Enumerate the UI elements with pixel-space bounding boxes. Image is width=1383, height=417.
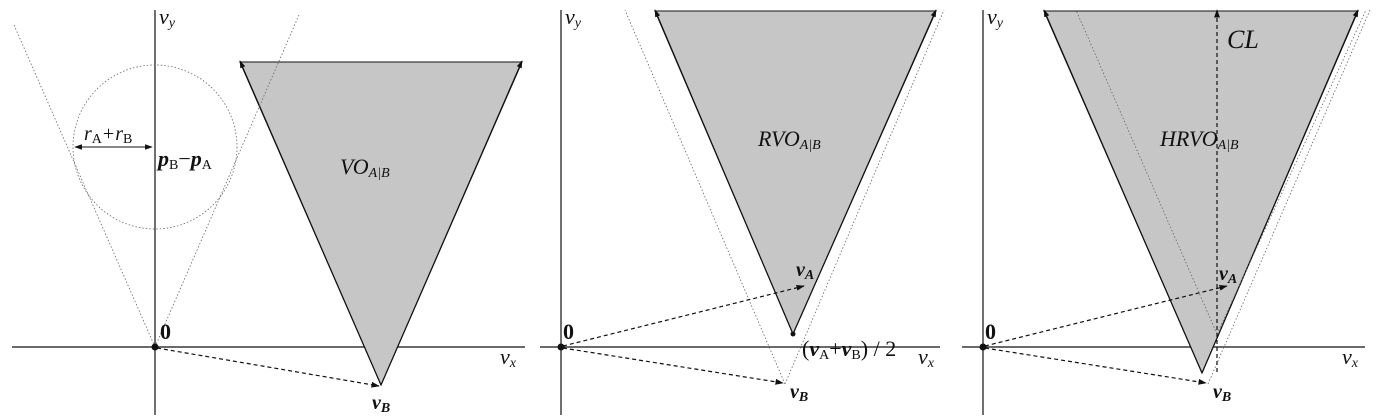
vo-right-edge xyxy=(380,60,523,386)
vb-label: vB xyxy=(790,381,808,405)
vo-guide-left xyxy=(624,9,786,385)
origin-dot xyxy=(979,343,987,351)
average-velocity-label: (vA+vB) / 2 xyxy=(802,336,896,363)
vo-guide-right xyxy=(1207,9,1371,385)
panel-hrvo: 0 vx vy CL HRVOA|B vA vB xyxy=(962,4,1371,415)
vb-vector xyxy=(156,347,380,388)
rvo-region-label: RVOA|B xyxy=(757,126,821,153)
vo-region-label: VOA|B xyxy=(340,154,390,181)
panel-vo: 0 vx vy rA+rB pB−pA VOA|B vB xyxy=(12,4,525,416)
vb-vector xyxy=(984,347,1207,385)
rvo-cone xyxy=(654,10,937,336)
origin-label: 0 xyxy=(563,319,574,344)
vy-axis-label: vy xyxy=(987,4,1004,31)
tangent-line-right xyxy=(154,14,300,348)
rvo-left-edge xyxy=(654,9,794,335)
vb-label: vB xyxy=(372,392,390,416)
vx-axis-label: vx xyxy=(500,344,517,371)
rvo-right-edge xyxy=(792,9,937,335)
origin-label: 0 xyxy=(160,319,171,344)
hrvo-right-edge xyxy=(1201,9,1359,374)
vo-cone xyxy=(239,61,523,387)
va-label: vA xyxy=(1219,263,1237,287)
origin-dot xyxy=(151,343,159,351)
vy-axis-label: vy xyxy=(565,4,582,31)
rvo-guide-left xyxy=(1075,9,1218,335)
combined-radius-label: rA+rB xyxy=(84,123,132,147)
va-vector xyxy=(562,284,805,347)
hrvo-region-label: HRVOA|B xyxy=(1159,126,1239,153)
va-label: vA xyxy=(796,259,814,283)
vb-vector xyxy=(562,347,784,385)
combined-radius-circle xyxy=(72,64,238,230)
relative-position-label: pB−pA xyxy=(156,146,213,173)
origin-dot xyxy=(557,343,565,351)
hrvo-left-edge xyxy=(1043,9,1203,374)
average-velocity-dot xyxy=(790,331,796,337)
vx-axis-label: vx xyxy=(1342,344,1359,371)
panel-rvo: 0 vx vy RVOA|B vA vB (vA+vB) / 2 xyxy=(540,4,945,415)
vo-left-edge xyxy=(239,60,382,386)
vb-label: vB xyxy=(1213,381,1231,405)
vx-axis-label: vx xyxy=(918,344,935,371)
vo-guide-right xyxy=(784,9,945,385)
cl-label: CL xyxy=(1227,25,1259,54)
vy-axis-label: vy xyxy=(159,4,176,31)
tangent-line-left xyxy=(13,24,156,348)
origin-label: 0 xyxy=(985,319,996,344)
hrvo-cone xyxy=(1043,10,1359,375)
